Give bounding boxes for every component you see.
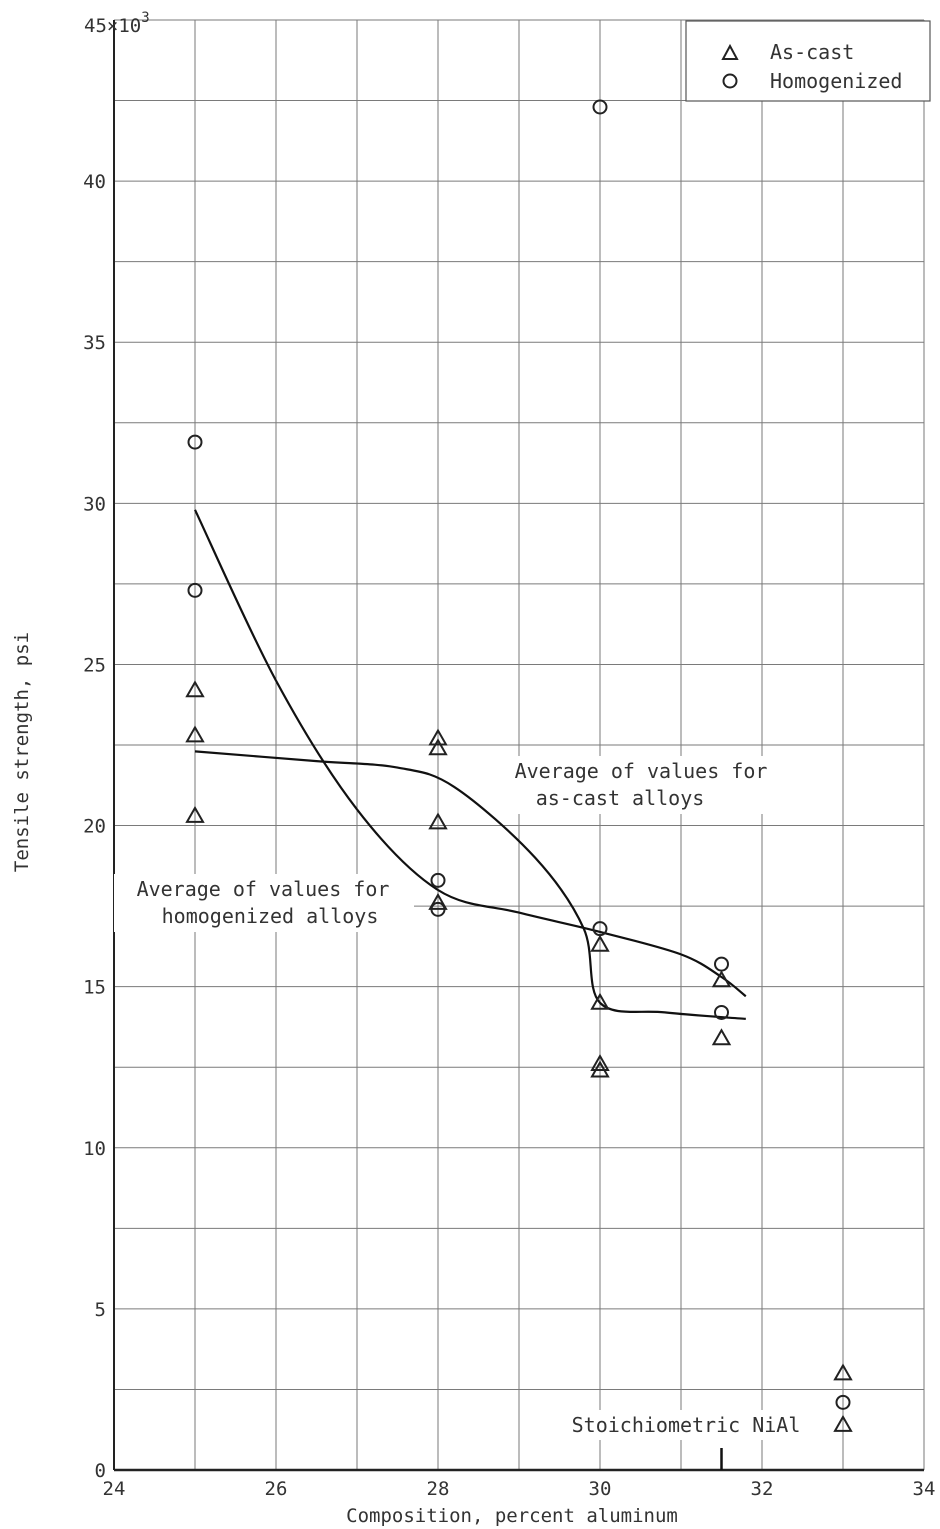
x-axis-title: Composition, percent aluminum [346, 1505, 678, 1527]
y-tick-label: 30 [83, 493, 106, 515]
y-tick-label: 15 [83, 977, 106, 999]
legend-homogenized-marker [722, 73, 738, 89]
as-cast-point [833, 1414, 853, 1432]
stoichiometric-annotation: Stoichiometric NiAl [572, 1413, 801, 1437]
as-cast-point [428, 738, 448, 756]
legend: As-cast Homogenized [685, 20, 931, 102]
x-tick-label: 32 [751, 1478, 774, 1500]
y-tick-label: 0 [95, 1460, 106, 1482]
as-cast-average-curve [194, 750, 746, 1020]
homogenized-average-curve [194, 509, 747, 998]
x-tick-label: 24 [103, 1478, 126, 1500]
as-cast-point [428, 892, 448, 910]
homogenized-annotation-bg [114, 874, 414, 932]
as-cast-point [833, 1363, 853, 1381]
as-cast-point [590, 1053, 610, 1071]
as-cast-annotation-bg [492, 756, 788, 814]
homogenized-point [187, 434, 203, 450]
as-cast-annotation-line2: as-cast alloys [536, 786, 705, 810]
as-cast-point [711, 970, 732, 988]
as-cast-point [185, 725, 205, 743]
stoich-annotation-bg [552, 1410, 822, 1440]
x-tick-label: 26 [265, 1478, 288, 1500]
y-top-tick-label: 45×103 [84, 10, 150, 37]
homogenized-point [592, 921, 608, 937]
as-cast-point [428, 728, 448, 746]
as-cast-point [711, 1028, 732, 1046]
axes [113, 20, 924, 1472]
homogenized-point [835, 1394, 851, 1410]
y-tick-label: 10 [83, 1138, 106, 1160]
homogenized-point [714, 1004, 729, 1020]
x-tick-label: 30 [589, 1478, 612, 1500]
x-tick-label: 28 [427, 1478, 450, 1500]
as-cast-point [428, 812, 448, 830]
y-tick-label: 35 [83, 332, 106, 354]
y-tick-label: 40 [83, 171, 106, 193]
legend-as-cast-marker [721, 43, 739, 60]
as-cast-annotation-line1: Average of values for [515, 759, 768, 783]
y-tick-label: 5 [95, 1299, 106, 1321]
as-cast-point [590, 934, 610, 952]
homogenized-annotation-line2: homogenized alloys [162, 904, 379, 928]
x-tick-label: 34 [913, 1478, 936, 1500]
as-cast-point [185, 680, 205, 698]
as-cast-point [185, 805, 205, 823]
average-curves [194, 509, 747, 1020]
homogenized-point [714, 956, 729, 972]
y-axis-title: Tensile strength, psi [11, 632, 33, 872]
y-tick-label: 20 [83, 816, 106, 838]
homogenized-point [592, 99, 608, 115]
tick-labels: 24 26 28 30 32 34 0 5 10 15 20 25 30 35 40 [83, 171, 935, 1500]
as-cast-point [590, 992, 610, 1010]
legend-homogenized-label: Homogenized [770, 69, 902, 93]
homogenized-point [430, 901, 446, 917]
y-tick-label: 25 [83, 654, 106, 676]
grid [114, 19, 925, 1470]
homogenized-point [430, 872, 446, 888]
homogenized-annotation-line1: Average of values for [137, 877, 390, 901]
data-points [185, 99, 853, 1432]
homogenized-point [187, 582, 203, 598]
as-cast-point [590, 1060, 610, 1078]
legend-as-cast-label: As-cast [770, 40, 854, 64]
